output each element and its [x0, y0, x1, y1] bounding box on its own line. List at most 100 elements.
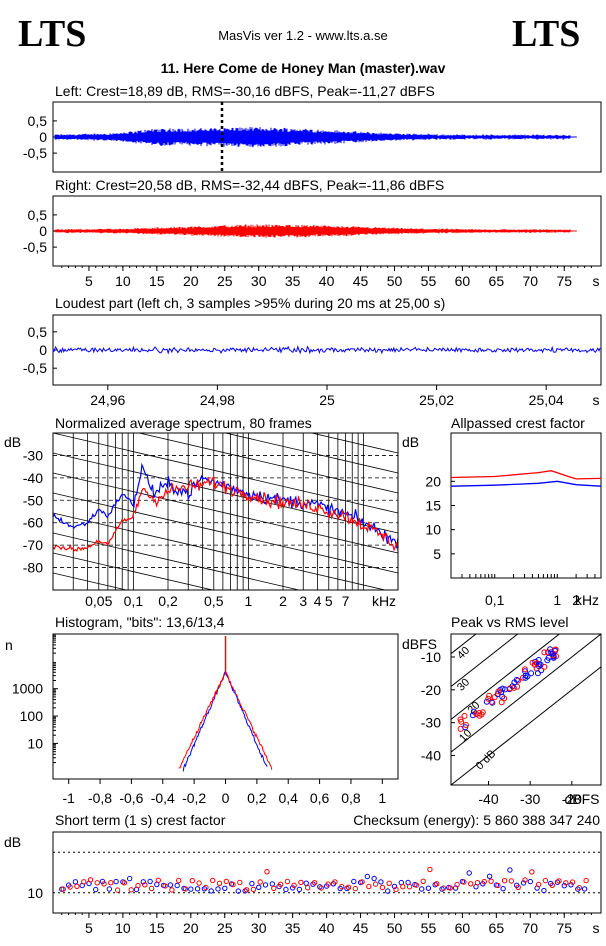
peak-rms-point — [488, 698, 495, 705]
crest-point-right — [576, 885, 582, 891]
crest-point-right — [257, 879, 263, 885]
crest-point-right — [155, 877, 162, 883]
crest-point-right — [230, 881, 236, 888]
waveform-right: 0,50-0,5 — [23, 195, 602, 267]
crest-point-right — [427, 866, 433, 873]
crest-point-left — [249, 880, 255, 887]
peak-rms-point — [507, 685, 514, 692]
peak-rms-point — [498, 699, 505, 706]
x-tick-label: 2 — [279, 593, 287, 609]
crest-point-right — [569, 879, 576, 885]
crest-point-right — [542, 877, 549, 884]
left-channel-title: Left: Crest=18,89 dB, RMS=-30,16 dBFS, P… — [55, 83, 435, 99]
x-tick-label: 65 — [489, 273, 505, 289]
crest-point-left — [72, 879, 79, 885]
crest-point-left — [310, 881, 316, 887]
spectrum-lines — [53, 462, 398, 552]
crest-point-right — [352, 885, 358, 892]
peak-rms-point — [522, 674, 529, 681]
crest-point-right — [515, 884, 521, 890]
crest-point-right — [81, 879, 87, 885]
crest-point-left — [419, 886, 425, 892]
x-tick-label: 0,1 — [124, 593, 144, 609]
crest-point-right — [223, 878, 230, 885]
x-tick-label: 25,02 — [419, 392, 454, 408]
crest-point-left — [364, 873, 370, 880]
crest-point-right — [379, 884, 386, 891]
x-tick-label: 50 — [387, 273, 403, 289]
crest-point-right — [74, 883, 80, 889]
crest-point-left — [188, 886, 194, 892]
crest-point-right — [196, 880, 202, 886]
x-tick-label: 5 — [85, 920, 93, 936]
crest-point-right — [556, 878, 562, 884]
crest-diagonal — [451, 666, 601, 785]
x-tick-label: 30 — [251, 273, 267, 289]
diagonal-label: 0 dB — [474, 748, 498, 772]
x-tick-label: 0,8 — [341, 790, 361, 806]
peak-rms-point — [485, 695, 492, 702]
spectrum-slope-line — [223, 433, 398, 474]
crest-point-right — [298, 879, 304, 886]
peak-rms-point — [457, 716, 464, 723]
x-tick-label: 35 — [285, 273, 301, 289]
spectrum-slope-line — [53, 492, 398, 574]
crest-point-left — [256, 884, 262, 890]
spectrum-slope-line — [53, 472, 398, 554]
crest-point-left — [262, 882, 269, 888]
x-tick-label: 24,98 — [200, 392, 235, 408]
peak-rms-point — [461, 712, 468, 719]
x-tick-label: 0,05 — [85, 593, 112, 609]
y-tick-label: 100 — [20, 708, 44, 724]
x-tick-label: 45 — [353, 920, 369, 936]
x-tick-label: 60 — [455, 920, 471, 936]
peak-rms-point — [528, 670, 535, 677]
crest-point-left — [296, 886, 303, 893]
crest-point-right — [406, 884, 413, 890]
histogram-left — [182, 670, 268, 772]
y-tick-label: -40 — [421, 747, 441, 763]
x-tick-label: 0,2 — [247, 790, 267, 806]
crest-point-left — [500, 886, 506, 892]
allpass-title: Allpassed crest factor — [451, 415, 585, 431]
x-tick-label: 5 — [85, 273, 93, 289]
x-tick-label: 55 — [421, 920, 437, 936]
crest-diagonal — [451, 634, 561, 720]
spectrum-slope-line — [137, 433, 398, 494]
time-axis-top: 5 10 15 20 25 30 35 40 45 50 55 60 65 70 75 s — [53, 265, 601, 289]
crest-point-right — [563, 880, 569, 886]
x-unit-label: s — [593, 273, 600, 289]
spectrum-grid — [53, 433, 398, 590]
crest-point-right — [87, 877, 94, 883]
crest-point-right — [264, 869, 270, 875]
peak-rms-point — [537, 661, 544, 668]
crest-point-right — [447, 885, 453, 891]
crest-point-right — [440, 885, 447, 891]
crest-point-right — [495, 882, 501, 889]
crest-point-right — [60, 886, 66, 892]
y-tick-label: -80 — [23, 560, 43, 576]
crest-point-right — [481, 878, 487, 885]
crest-point-right — [535, 881, 542, 888]
peak-rms-point — [529, 659, 536, 666]
peak-rms-point — [476, 712, 483, 719]
peak-rms-points — [457, 646, 559, 732]
crest-point-left — [174, 882, 180, 889]
x-tick-label: 75 — [556, 920, 572, 936]
x-tick-label: 0,5 — [204, 593, 224, 609]
x-tick-label: 40 — [319, 920, 335, 936]
y-tick-label: -30 — [23, 447, 43, 463]
crest-point-right — [508, 878, 515, 884]
y-tick-label: -20 — [421, 682, 441, 698]
x-tick-label: 15 — [149, 273, 165, 289]
y-axis-label: dB — [402, 434, 419, 450]
crest-point-right — [332, 879, 338, 885]
crest-point-right — [67, 884, 73, 890]
crest-point-right — [277, 881, 284, 887]
x-tick-label: 55 — [421, 273, 437, 289]
crest-point-left — [303, 880, 309, 886]
crest-point-left — [554, 879, 561, 885]
peak-rms-point — [552, 646, 559, 653]
